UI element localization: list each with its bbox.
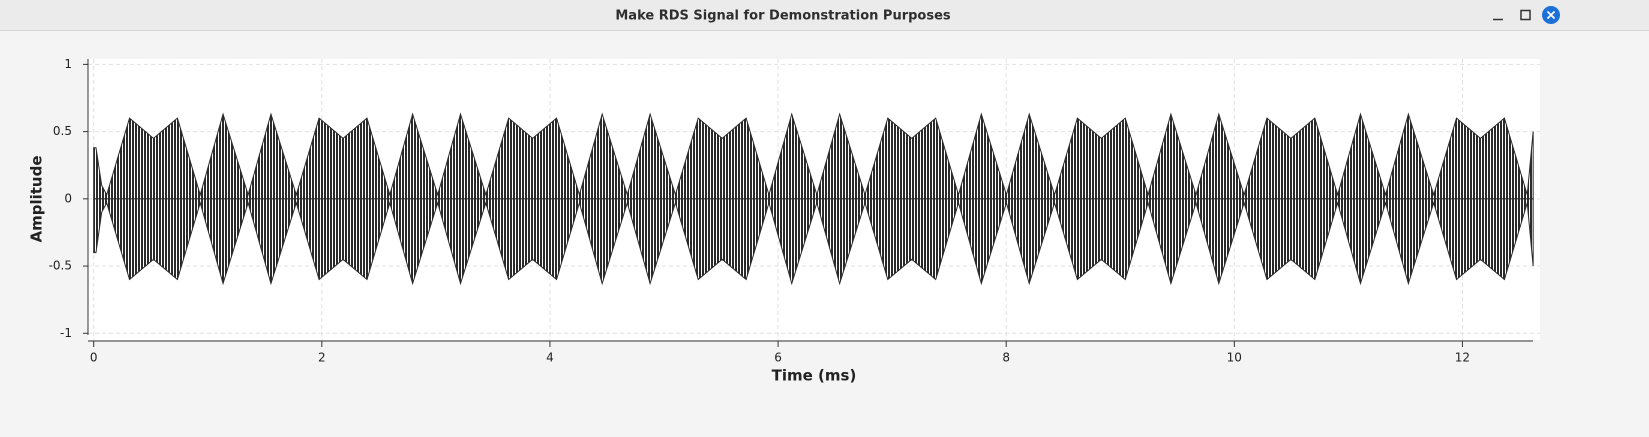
plot: 1 0.5 0 -0.5 -1 0 2 4 6 8 10 12 bbox=[49, 57, 1540, 365]
signal-envelope bbox=[93, 112, 1534, 200]
maximize-button[interactable] bbox=[1520, 9, 1531, 21]
title-bar bbox=[0, 0, 1649, 30]
y-axis-label: Amplitude bbox=[28, 155, 46, 242]
x-tick-label: 6 bbox=[774, 351, 782, 365]
close-icon bbox=[1546, 10, 1556, 20]
close-button[interactable] bbox=[1542, 6, 1560, 24]
y-tick-label: 0.5 bbox=[53, 124, 72, 138]
y-tick-label: 0 bbox=[64, 191, 72, 205]
x-tick-label: 4 bbox=[546, 351, 554, 365]
x-tick-label: 2 bbox=[318, 351, 326, 365]
window-title: Make RDS Signal for Demonstration Purpos… bbox=[615, 9, 951, 24]
x-tick-label: 12 bbox=[1455, 351, 1470, 365]
x-tick-label: 0 bbox=[90, 351, 98, 365]
y-tick-label: -0.5 bbox=[49, 259, 72, 273]
x-axis-label: Time (ms) bbox=[772, 367, 857, 385]
x-tick-label: 10 bbox=[1227, 351, 1242, 365]
y-tick-label: 1 bbox=[64, 57, 72, 71]
x-tick-label: 8 bbox=[1002, 351, 1010, 365]
y-tick-label: -1 bbox=[60, 326, 72, 340]
signal-envelope bbox=[93, 198, 1534, 286]
